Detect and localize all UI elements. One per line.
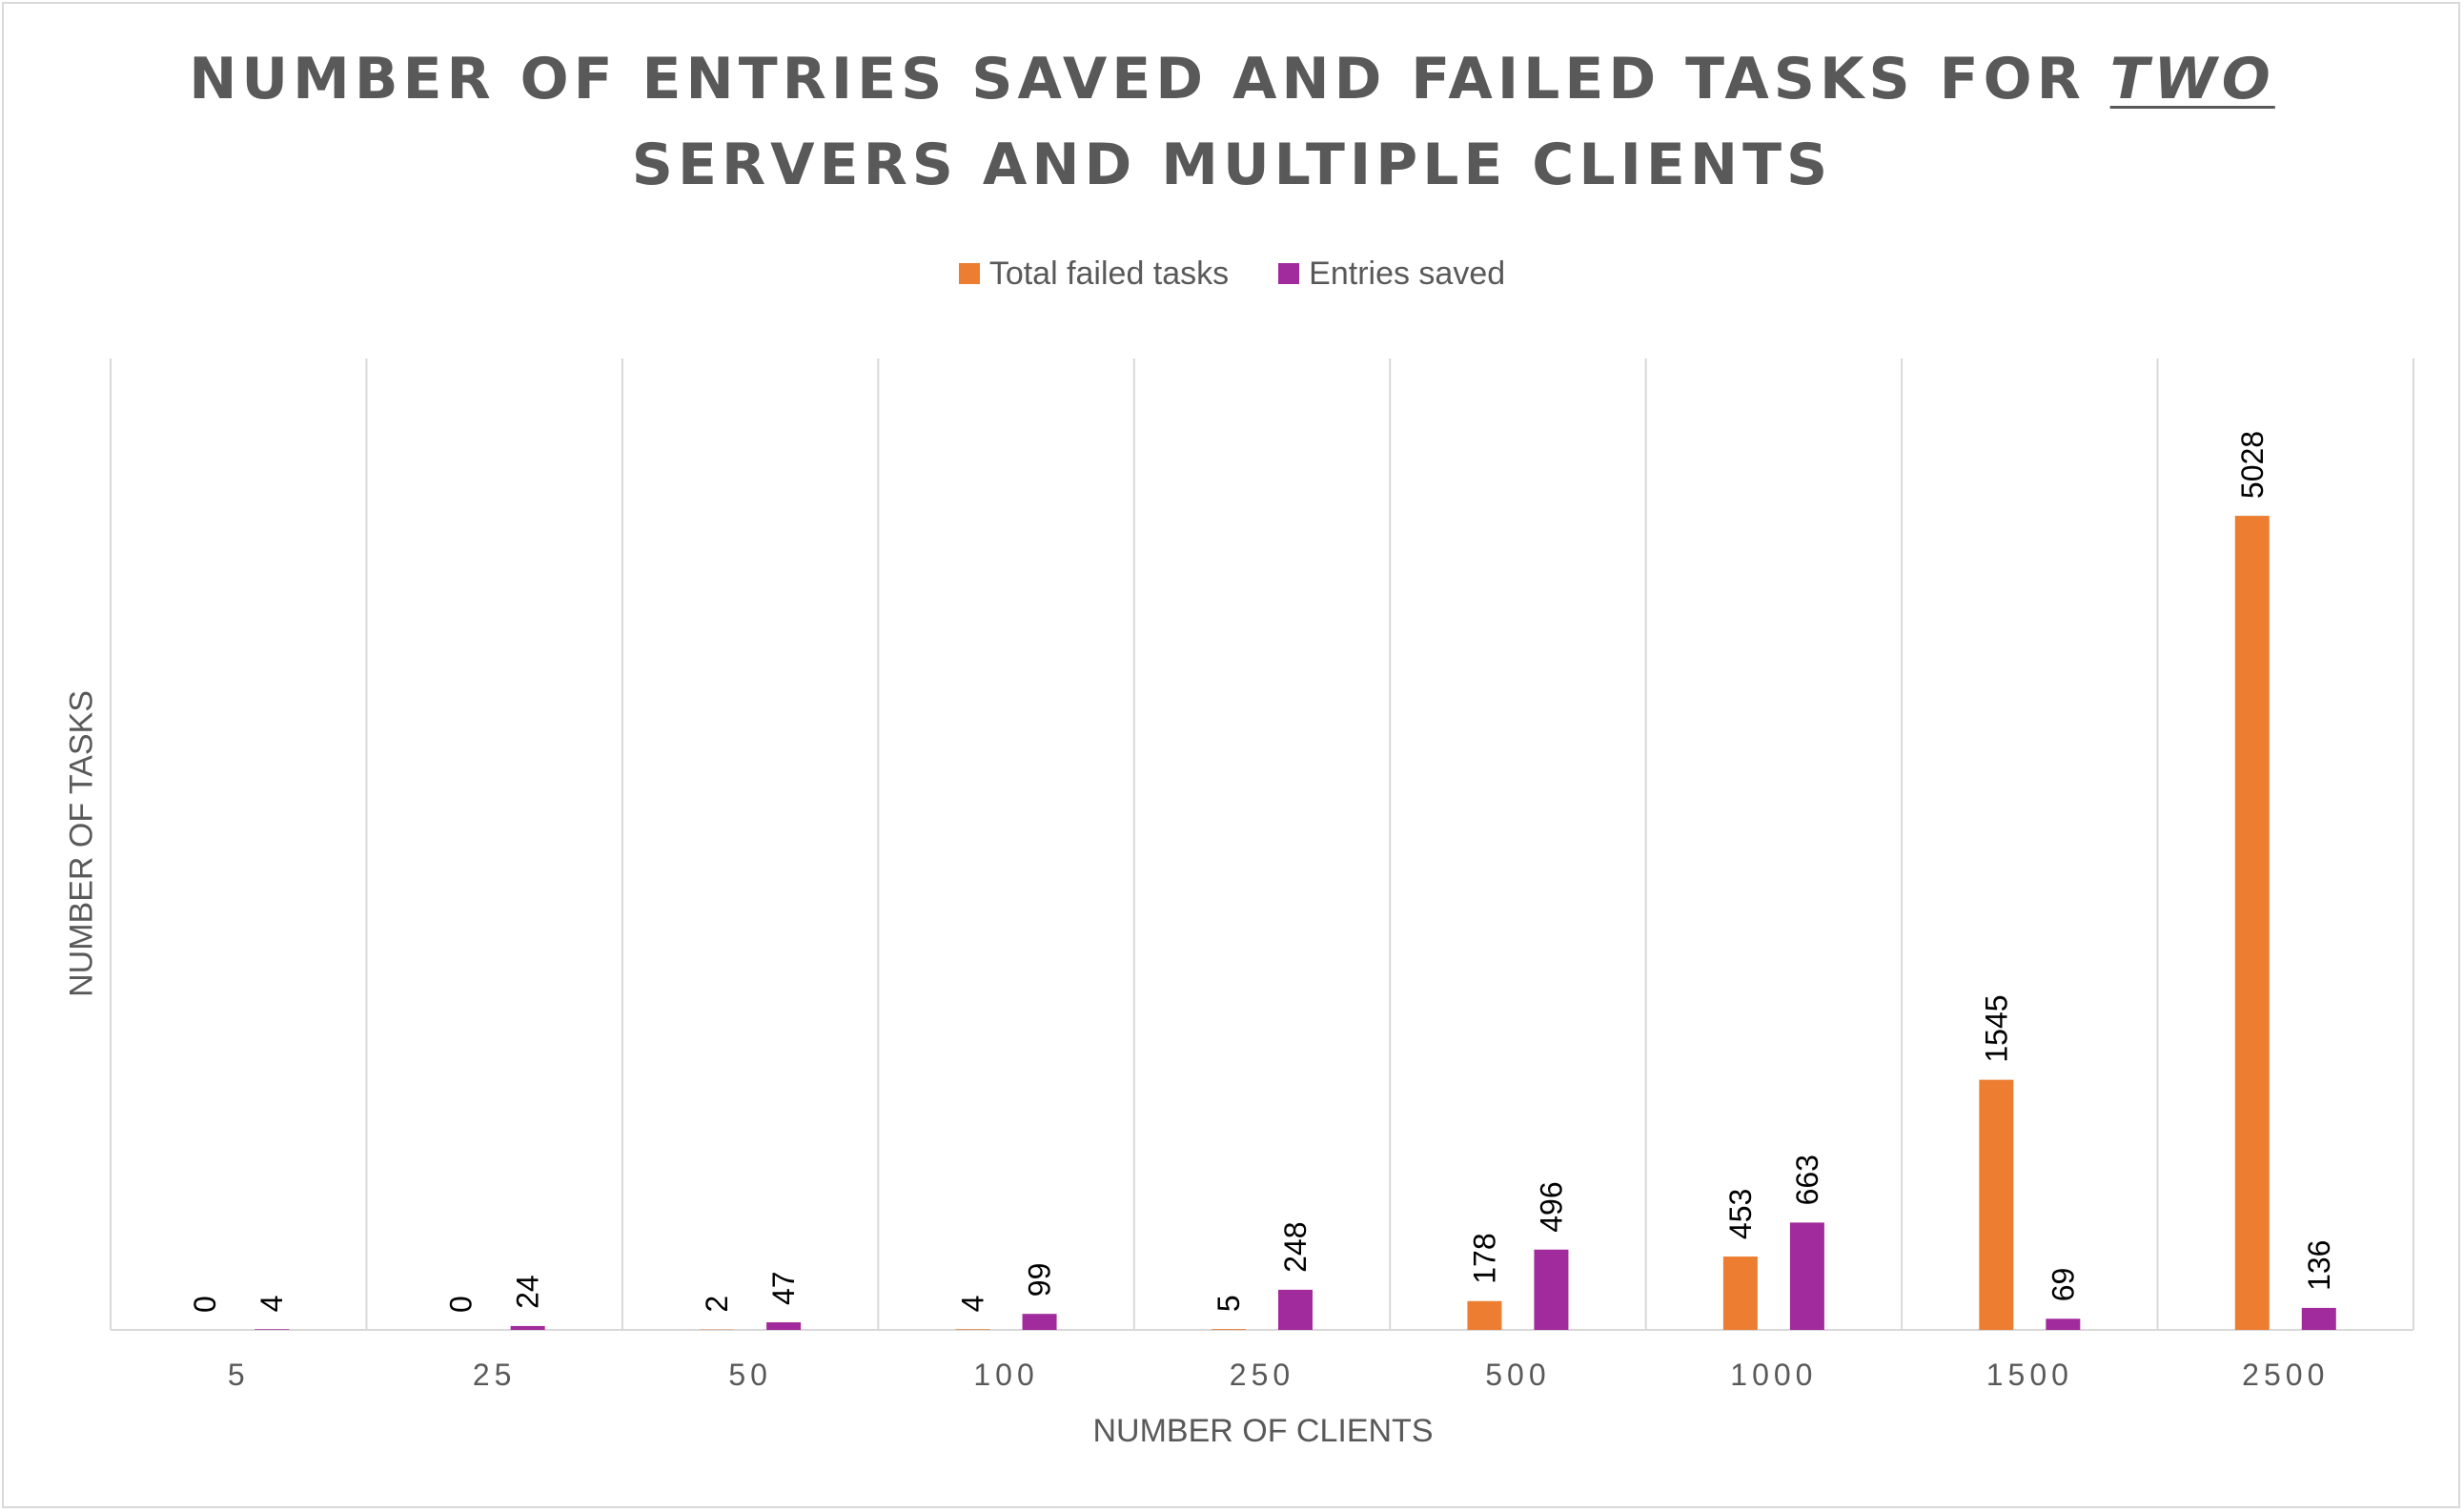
title-line-1: NUMBER OF ENTRIES SAVED AND FAILED TASKS…	[189, 46, 2110, 112]
data-label-saved: 248	[1278, 1221, 1313, 1272]
bar-entries-saved	[2301, 1307, 2336, 1330]
legend-swatch-failed	[958, 263, 980, 284]
data-label-failed: 4	[956, 1296, 990, 1313]
x-tick-label: 50	[728, 1358, 772, 1392]
x-axis-title: NUMBER OF CLIENTS	[1092, 1413, 1434, 1449]
legend-label-saved: Entries saved	[1309, 255, 1506, 292]
data-label-saved: 69	[2046, 1268, 2080, 1302]
x-tick-label: 1000	[1730, 1358, 1817, 1392]
x-tick-label: 500	[1485, 1358, 1550, 1392]
data-label-saved: 47	[766, 1271, 801, 1305]
data-label-failed: 0	[444, 1296, 479, 1313]
x-tick-label: 2500	[2242, 1358, 2329, 1392]
data-label-saved: 99	[1023, 1263, 1057, 1297]
bar-failed-tasks	[955, 1329, 990, 1330]
bar-entries-saved	[255, 1329, 290, 1330]
bar-entries-saved	[1022, 1314, 1057, 1330]
data-label-saved: 663	[1790, 1154, 1824, 1205]
x-tick-label: 100	[973, 1358, 1038, 1392]
bar-failed-tasks	[1467, 1300, 1502, 1330]
title-line-2: SERVERS AND MULTIPLE CLIENTS	[631, 132, 1833, 198]
x-tick-label: 1500	[1986, 1358, 2073, 1392]
y-axis-title: NUMBER OF TASKS	[63, 690, 100, 997]
data-label-failed: 0	[188, 1296, 222, 1313]
bar-failed-tasks	[1212, 1329, 1246, 1330]
x-tick-label: 250	[1230, 1358, 1294, 1392]
chart-title: NUMBER OF ENTRIES SAVED AND FAILED TASKS…	[0, 36, 2464, 208]
legend: Total failed tasks Entries saved	[0, 250, 2464, 297]
bar-entries-saved	[1534, 1249, 1569, 1330]
data-label-failed: 178	[1467, 1233, 1501, 1283]
x-tick-label: 25	[473, 1358, 517, 1392]
legend-item-failed: Total failed tasks	[958, 255, 1230, 293]
data-label-failed: 453	[1723, 1189, 1758, 1239]
data-label-failed: 1545	[1979, 994, 2013, 1062]
bar-entries-saved	[766, 1322, 802, 1330]
legend-item-saved: Entries saved	[1278, 255, 1505, 293]
data-label-saved: 24	[511, 1275, 545, 1309]
bar-entries-saved	[510, 1325, 545, 1330]
data-label-saved: 496	[1534, 1181, 1568, 1232]
bar-failed-tasks	[2234, 516, 2270, 1330]
data-label-saved: 136	[2302, 1240, 2336, 1291]
bar-entries-saved	[2046, 1318, 2081, 1330]
data-label-failed: 2	[700, 1296, 734, 1313]
legend-swatch-saved	[1278, 263, 1300, 284]
bar-failed-tasks	[1722, 1257, 1758, 1330]
bar-failed-tasks	[1979, 1079, 2014, 1330]
data-label-saved: 4	[255, 1296, 289, 1313]
data-label-failed: 5028	[2235, 431, 2270, 499]
bar-entries-saved	[1278, 1289, 1313, 1330]
x-tick-label: 5	[228, 1358, 250, 1392]
legend-label-failed: Total failed tasks	[988, 255, 1230, 292]
data-label-failed: 5	[1212, 1295, 1246, 1312]
bar-entries-saved	[1789, 1222, 1824, 1330]
title-emphasis: TWO	[2109, 46, 2275, 112]
